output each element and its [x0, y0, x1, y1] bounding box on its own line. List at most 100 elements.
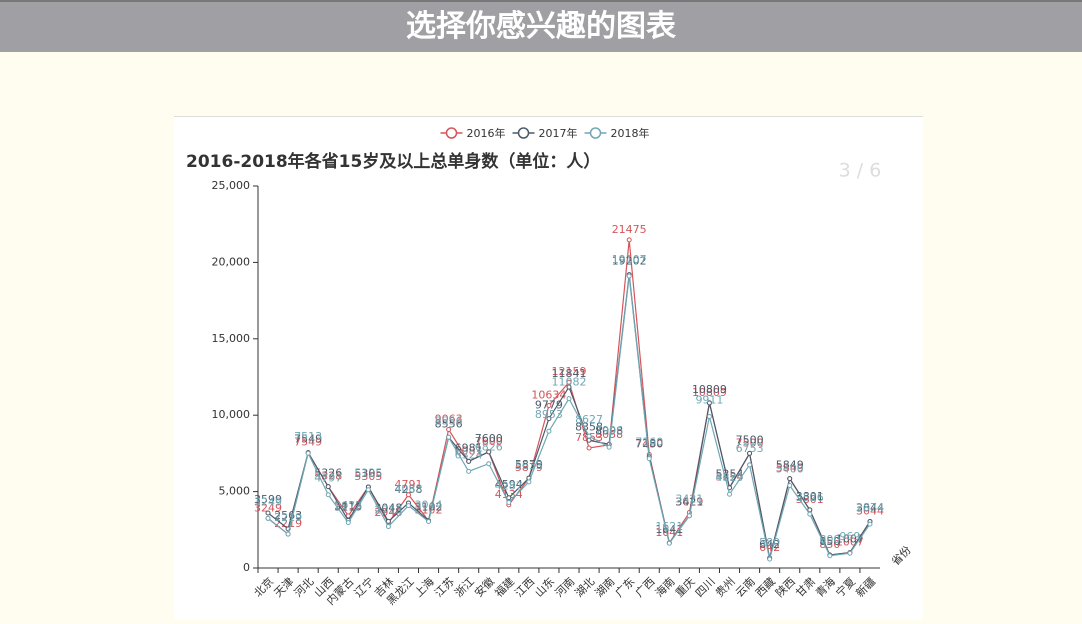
data-label: 5633 [515, 459, 543, 472]
point [727, 491, 733, 497]
point [566, 396, 572, 402]
data-label: 6981 [455, 444, 483, 457]
data-label: 580 [759, 536, 780, 549]
point [466, 468, 472, 474]
data-label: 7500 [736, 433, 764, 446]
data-label: 10634 [531, 389, 566, 402]
data-label: 4258 [394, 483, 422, 496]
legend-label: 2017年 [539, 126, 578, 140]
data-label: 3801 [796, 490, 824, 503]
x-tick-label: 重庆 [672, 574, 697, 599]
data-label: 2563 [274, 509, 302, 522]
x-tick-label: 青海 [813, 574, 838, 599]
point [586, 437, 592, 443]
chart: 2016-2018年各省15岁及以上总单身数（单位：人） 3 / 6 0 5,00… [186, 126, 914, 608]
data-label: 3044 [856, 501, 884, 514]
data-label: 8098 [595, 424, 623, 437]
point [606, 444, 612, 450]
data-label: 3249 [254, 501, 282, 514]
data-label: 800 [819, 533, 840, 546]
data-label: 1621 [655, 520, 683, 533]
data-label: 10809 [692, 383, 727, 396]
data-label: 3044 [415, 498, 443, 511]
data-label: 7549 [294, 433, 322, 446]
point [787, 482, 793, 488]
x-tick-label: 浙江 [452, 575, 477, 600]
x-tick-label: 新疆 [853, 574, 878, 599]
x-tick-label: 上海 [411, 574, 436, 599]
legend-marker [589, 127, 602, 139]
point [526, 479, 532, 485]
data-label: 4594 [495, 478, 523, 491]
point [426, 518, 432, 524]
data-label: 10809 [692, 386, 727, 399]
data-label: 5254 [716, 468, 744, 481]
x-tick-label: 四川 [693, 575, 718, 600]
y-tick-label: 5,000 [219, 485, 251, 498]
data-label: 7549 [294, 436, 322, 449]
data-label: 642 [759, 541, 780, 554]
data-label: 7513 [294, 430, 322, 443]
data-label: 6826 [475, 441, 503, 454]
chart-card: 2016-2018年各省15岁及以上总单身数（单位：人） 3 / 6 0 5,00… [174, 116, 923, 620]
point [747, 450, 753, 456]
data-label: 3526 [796, 491, 824, 504]
point [787, 476, 793, 482]
data-label: 2874 [856, 501, 884, 514]
point [486, 461, 492, 467]
x-tick-label: 海南 [652, 574, 677, 599]
x-tick-label: 天津 [272, 575, 297, 600]
legend-marker [445, 127, 458, 139]
point [265, 515, 271, 521]
y-tick-label: 25,000 [212, 179, 251, 192]
data-label: 6981 [455, 441, 483, 454]
header-bar: 选择你感兴趣的图表 [0, 0, 1082, 52]
data-label: 5849 [776, 459, 804, 472]
data-label: 3249 [254, 495, 282, 508]
y-tick-label: 20,000 [212, 255, 251, 268]
data-label: 3629 [675, 496, 703, 509]
point [847, 550, 853, 556]
data-label: 6324 [455, 448, 483, 461]
header-title: 选择你感兴趣的图表 [406, 9, 676, 44]
data-label: 2219 [274, 511, 302, 524]
point [747, 462, 753, 468]
data-label: 5879 [515, 458, 543, 471]
y-tick-label: 0 [243, 561, 250, 574]
point [506, 499, 512, 505]
data-label: 3102 [415, 504, 443, 517]
point [345, 513, 351, 519]
point [325, 484, 331, 490]
point [666, 540, 672, 546]
series-line [267, 274, 871, 559]
data-label: 9779 [535, 399, 563, 412]
data-label: 4829 [716, 471, 744, 484]
x-tick-label: 湖北 [573, 575, 598, 600]
data-label: 7600 [475, 435, 503, 448]
point [265, 510, 271, 516]
data-label: 5305 [354, 467, 382, 480]
data-label: 850 [819, 538, 840, 551]
data-label: 8556 [435, 417, 463, 430]
data-label: 9911 [695, 394, 723, 407]
data-label: 8556 [435, 414, 463, 427]
point [807, 511, 813, 517]
data-label: 969 [839, 530, 860, 543]
data-label: 21475 [612, 223, 647, 236]
point [546, 428, 552, 434]
data-label: 7600 [475, 432, 503, 445]
data-label: 4791 [394, 478, 422, 491]
data-label: 7280 [635, 437, 663, 450]
data-label: 7430 [635, 437, 663, 450]
point [546, 403, 552, 409]
x-tick-label: 辽宁 [351, 574, 376, 599]
x-tick-label: 云南 [733, 575, 758, 600]
x-tick-label: 湖南 [593, 575, 618, 600]
data-label: 19202 [612, 255, 647, 268]
data-label: 7906 [595, 424, 623, 437]
point [566, 379, 572, 385]
data-label: 5326 [314, 467, 342, 480]
legend-label: 2016年 [467, 126, 506, 140]
data-label: 3044 [856, 504, 884, 517]
data-label: 1007 [836, 536, 864, 549]
